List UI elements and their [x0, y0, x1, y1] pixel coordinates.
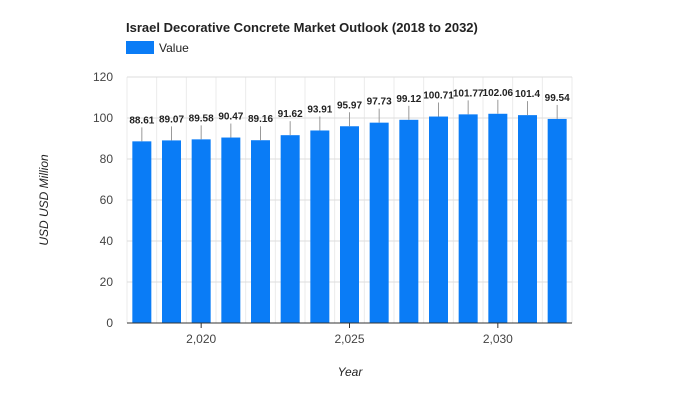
y-tick-label: 100: [93, 111, 113, 125]
y-tick-label: 80: [100, 152, 114, 166]
data-label: 91.62: [278, 109, 303, 120]
bar: [221, 137, 241, 323]
bar: [399, 119, 419, 323]
bar: [132, 141, 152, 323]
y-tick-label: 120: [93, 70, 113, 84]
gridlines: [126, 76, 573, 323]
bar: [310, 130, 330, 323]
legend-label: Value: [159, 41, 189, 55]
x-tick-label: 2,030: [483, 332, 513, 346]
legend: Value: [126, 41, 189, 55]
bar: [369, 122, 389, 323]
x-tick-label: 2,020: [186, 332, 216, 346]
chart-title: Israel Decorative Concrete Market Outloo…: [126, 20, 478, 35]
bar: [429, 116, 448, 324]
data-label: 101.4: [515, 89, 540, 100]
bar: [162, 140, 181, 323]
data-label: 93.91: [307, 104, 332, 115]
bar: [340, 126, 359, 323]
bar: [488, 113, 508, 323]
bar: [518, 115, 537, 323]
data-label: 102.06: [483, 88, 514, 99]
data-label: 99.54: [545, 93, 570, 104]
x-axis-title: Year: [338, 365, 364, 379]
y-tick-label: 0: [106, 316, 113, 330]
y-axis-title: USD USD Million: [37, 154, 51, 246]
data-label: 89.58: [189, 113, 214, 124]
data-label: 95.97: [337, 100, 362, 111]
data-labels: 88.61 89.07 89.58 90.47 89.16 91.62 93.91 95.97…: [129, 88, 570, 142]
y-tick-label: 60: [100, 193, 114, 207]
data-label: 99.12: [396, 94, 421, 105]
bars: [132, 113, 567, 324]
y-axis-ticks: 0 20 40 60 80 100 120: [93, 70, 113, 330]
data-label: 89.07: [159, 114, 184, 125]
bar: [191, 139, 211, 323]
x-axis-ticks: 2,020 2,025 2,030: [186, 323, 513, 346]
bar: [251, 140, 270, 323]
data-label: 88.61: [129, 115, 154, 126]
y-tick-label: 40: [100, 234, 114, 248]
y-tick-label: 20: [100, 275, 114, 289]
data-label: 100.71: [423, 91, 454, 102]
legend-swatch: [126, 41, 154, 54]
x-tick-label: 2,025: [334, 332, 364, 346]
bar: [458, 114, 478, 324]
data-label: 90.47: [218, 112, 243, 123]
data-label: 89.16: [248, 114, 273, 125]
bar: [547, 118, 567, 324]
bar: [280, 135, 300, 323]
data-label: 101.77: [453, 88, 484, 99]
data-label: 97.73: [367, 97, 392, 108]
